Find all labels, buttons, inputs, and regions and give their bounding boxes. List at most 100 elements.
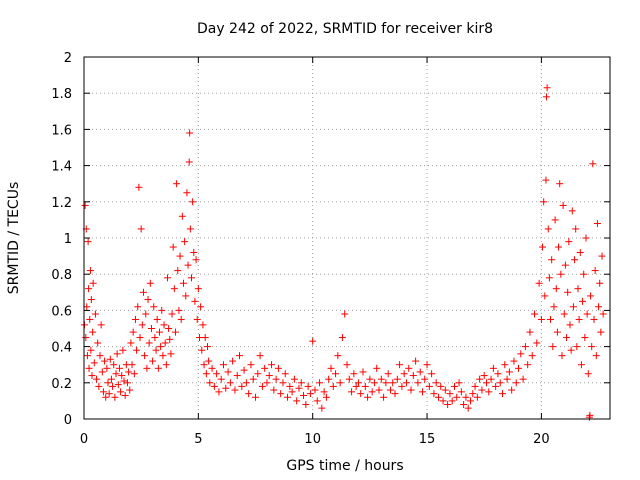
data-point — [131, 315, 139, 323]
data-point — [531, 310, 539, 318]
data-point — [487, 375, 495, 383]
data-point — [389, 379, 397, 387]
data-point — [444, 401, 452, 409]
data-point — [186, 129, 194, 137]
data-point — [352, 382, 360, 390]
data-point — [304, 382, 312, 390]
chart-title: Day 242 of 2022, SRMTID for receiver kir… — [197, 21, 493, 37]
data-point — [574, 285, 582, 293]
data-point — [455, 379, 463, 387]
data-point — [129, 328, 137, 336]
data-point — [573, 343, 581, 351]
data-point — [91, 310, 99, 318]
data-point — [560, 310, 568, 318]
data-point — [302, 401, 310, 409]
data-point — [85, 285, 93, 293]
data-point — [428, 370, 436, 378]
data-point — [338, 334, 346, 342]
data-point — [373, 364, 381, 372]
data-point — [134, 303, 142, 311]
data-point — [398, 382, 406, 390]
data-point — [396, 361, 404, 369]
data-point — [191, 297, 199, 305]
data-point — [510, 357, 518, 365]
data-point — [547, 315, 555, 323]
data-point — [168, 310, 176, 318]
data-point — [159, 352, 167, 360]
data-point — [590, 315, 598, 323]
data-point — [86, 267, 94, 275]
data-point — [543, 84, 551, 92]
data-point — [539, 243, 547, 251]
axis-ticks: 0 5 10 15 20 0 0.2 0.4 0.6 0.8 1 1.2 1.4 1.6 1.8 2 — [51, 51, 610, 447]
data-point — [469, 390, 477, 398]
data-point — [170, 285, 178, 293]
data-point — [359, 368, 367, 376]
data-point — [407, 386, 415, 394]
data-point — [127, 339, 135, 347]
data-point — [575, 315, 583, 323]
data-point — [596, 279, 604, 287]
data-point — [561, 261, 569, 269]
data-point — [297, 379, 305, 387]
data-point — [293, 397, 301, 405]
data-point — [432, 379, 440, 387]
data-point — [224, 368, 232, 376]
data-point — [99, 388, 107, 396]
data-point — [89, 279, 97, 287]
data-point — [587, 292, 595, 300]
data-point — [242, 379, 250, 387]
data-point — [142, 310, 150, 318]
data-point — [391, 390, 399, 398]
data-point — [117, 388, 125, 396]
data-point — [471, 382, 479, 390]
data-point — [400, 370, 408, 378]
data-point — [113, 350, 121, 358]
data-point — [501, 361, 509, 369]
data-point — [505, 368, 513, 376]
data-point — [162, 361, 170, 369]
data-point — [552, 285, 560, 293]
data-point — [553, 328, 561, 336]
data-point — [409, 372, 417, 380]
data-point — [316, 379, 324, 387]
data-point — [288, 388, 296, 396]
data-point — [173, 180, 181, 188]
data-point — [106, 355, 114, 363]
data-point — [197, 303, 205, 311]
data-point — [492, 382, 500, 390]
data-point — [503, 375, 511, 383]
y-axis-label: SRMTID / TECUs — [6, 182, 22, 295]
data-point — [206, 379, 214, 387]
data-point — [258, 382, 266, 390]
data-point — [93, 375, 101, 383]
y-tick-label: 0.8 — [51, 268, 72, 283]
data-point — [350, 370, 358, 378]
data-point — [279, 379, 287, 387]
data-point — [233, 372, 241, 380]
data-point — [107, 375, 115, 383]
data-point — [325, 375, 333, 383]
data-point — [166, 335, 174, 343]
y-tick-label: 1.8 — [51, 87, 72, 102]
data-point — [485, 388, 493, 396]
data-point — [151, 334, 159, 342]
data-point — [464, 404, 472, 412]
data-point — [128, 361, 136, 369]
data-point — [277, 390, 285, 398]
data-point — [256, 352, 264, 360]
data-point — [158, 306, 166, 314]
data-point — [544, 225, 552, 233]
y-tick-label: 0.2 — [51, 377, 72, 392]
data-point — [343, 361, 351, 369]
data-point — [137, 225, 145, 233]
data-point — [489, 364, 497, 372]
data-point — [247, 361, 255, 369]
data-point — [111, 393, 119, 401]
data-point — [393, 375, 401, 383]
data-point — [186, 225, 194, 233]
data-point — [545, 274, 553, 282]
data-point — [318, 404, 326, 412]
data-point — [558, 352, 566, 360]
data-point — [90, 359, 98, 367]
